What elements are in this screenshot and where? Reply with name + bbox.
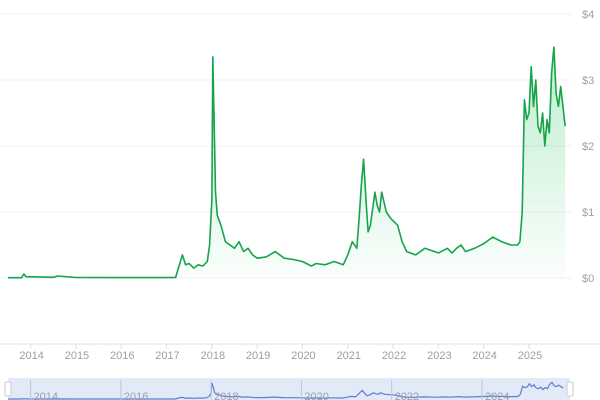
x-tick-label: 2021 — [337, 350, 361, 362]
y-tick-label: $4 — [582, 9, 594, 21]
y-tick-label: $3 — [582, 75, 594, 87]
navigator-series-line — [8, 381, 564, 400]
x-tick-label: 2015 — [65, 350, 89, 362]
navigator-tick-label: 2014 — [34, 391, 58, 400]
price-area — [8, 47, 566, 278]
navigator-tick-label: 2024 — [485, 391, 509, 400]
price-line — [8, 46, 566, 279]
range-navigator[interactable]: 2014 2016 2018 2020 2022 2024 — [4, 378, 574, 400]
y-tick-label: $0 — [582, 273, 594, 285]
navigator-ticks: 2014 2016 2018 2020 2022 2024 — [30, 380, 509, 400]
x-tick-label: 2017 — [155, 350, 179, 362]
x-tick-label: 2024 — [472, 350, 496, 362]
navigator-tick-label: 2016 — [124, 391, 148, 400]
navigator-window[interactable] — [8, 378, 570, 400]
grid — [0, 13, 572, 279]
navigator-tick-label: 2022 — [395, 391, 419, 400]
y-tick-label: $2 — [582, 141, 594, 153]
x-tick-label: 2018 — [201, 350, 225, 362]
navigator-right-handle[interactable] — [566, 381, 574, 397]
navigator-tick-label: 2020 — [304, 391, 328, 400]
x-tick-label: 2022 — [382, 350, 406, 362]
x-axis: 2014 2015 2016 2017 2018 2019 2020 2021 2022 2023… — [0, 343, 600, 362]
x-tick-label: 2016 — [110, 350, 134, 362]
navigator-tick-label: 2018 — [214, 391, 238, 400]
x-tick-label: 2019 — [246, 350, 270, 362]
x-tick-label: 2025 — [518, 350, 542, 362]
y-axis: $0 $1 $2 $3 $4 — [582, 9, 594, 285]
x-tick-label: 2023 — [427, 350, 451, 362]
y-tick-label: $1 — [582, 207, 594, 219]
navigator-left-handle[interactable] — [4, 381, 12, 397]
x-tick-label: 2020 — [291, 350, 315, 362]
x-tick-label: 2014 — [19, 350, 43, 362]
